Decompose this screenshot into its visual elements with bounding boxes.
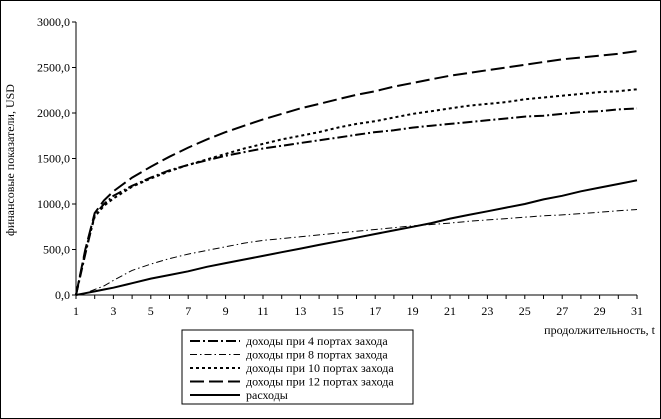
- series-line-2: [75, 209, 638, 296]
- x-tick-label: 31: [631, 304, 643, 318]
- series-line-5: [75, 179, 638, 296]
- y-tick-label: 3000,0: [37, 15, 70, 29]
- x-tick-label: 7: [185, 304, 191, 318]
- x-tick-label: 29: [594, 304, 606, 318]
- x-tick-label: 23: [481, 304, 493, 318]
- x-tick-label: 25: [519, 304, 531, 318]
- legend-label-2: доходы при 8 портах захода: [246, 348, 388, 362]
- x-tick-label: 13: [294, 304, 306, 318]
- y-tick-label: 1000,0: [37, 197, 70, 211]
- legend-label-1: доходы при 4 портах захода: [246, 334, 388, 348]
- x-tick-label: 3: [110, 304, 116, 318]
- legend-label-4: доходы при 12 портах захода: [246, 375, 394, 389]
- y-tick-label: 500,0: [43, 243, 70, 257]
- x-tick-label: 1: [73, 304, 79, 318]
- x-axis-label: продолжительность, t: [544, 323, 656, 337]
- x-tick-label: 21: [444, 304, 456, 318]
- legend-label-5: расходы: [246, 388, 288, 402]
- y-axis-label: финансовые показатели, USD: [3, 84, 17, 236]
- y-tick-label: 2000,0: [37, 106, 70, 120]
- series-layer: [75, 50, 638, 296]
- x-tick-label: 11: [257, 304, 269, 318]
- x-tick-label: 5: [148, 304, 154, 318]
- y-tick-label: 0,0: [55, 288, 70, 302]
- x-tick-label: 15: [332, 304, 344, 318]
- x-tick-label: 27: [556, 304, 568, 318]
- series-line-3: [75, 88, 638, 296]
- x-tick-label: 19: [407, 304, 419, 318]
- y-tick-label: 2500,0: [37, 61, 70, 75]
- x-tick-label: 17: [369, 304, 381, 318]
- series-line-4: [75, 50, 638, 296]
- x-tick-label: 9: [223, 304, 229, 318]
- y-tick-label: 1500,0: [37, 152, 70, 166]
- series-line-1: [75, 107, 638, 296]
- legend-label-3: доходы при 10 портах захода: [246, 361, 394, 375]
